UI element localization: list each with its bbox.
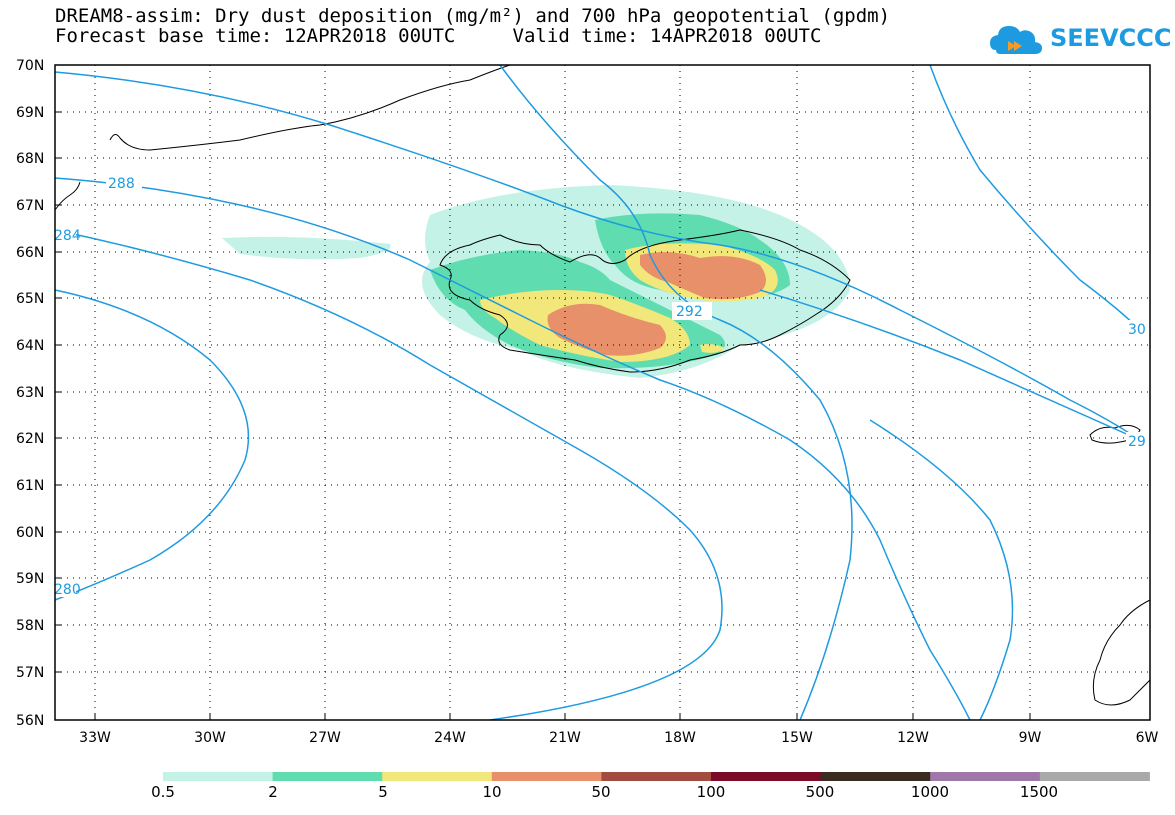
contour-line-280 bbox=[54, 289, 250, 601]
contour-labels: 288 284 292 280 30 29 bbox=[52, 174, 1148, 598]
lat-label: 64N bbox=[16, 338, 44, 354]
legend-colorbar bbox=[163, 772, 1150, 781]
lon-label: 9W bbox=[1019, 730, 1042, 746]
contour-line-29x-south bbox=[869, 419, 1014, 721]
legend-label: 1000 bbox=[910, 783, 950, 801]
legend-swatch bbox=[820, 772, 931, 781]
lon-label: 12W bbox=[897, 730, 929, 746]
contour-line-288-west bbox=[54, 177, 971, 721]
legend-label: 1500 bbox=[1019, 783, 1059, 801]
legend-swatch bbox=[601, 772, 712, 781]
legend-label: 100 bbox=[696, 783, 726, 801]
contour-line-30 bbox=[929, 64, 1141, 331]
legend-swatch bbox=[272, 772, 383, 781]
contour-line-284 bbox=[54, 229, 723, 721]
legend-label: 10 bbox=[482, 783, 502, 801]
legend-swatch bbox=[382, 772, 493, 781]
axis-ticks bbox=[55, 64, 1031, 720]
legend-label: 2 bbox=[268, 783, 278, 801]
greenland-coast bbox=[109, 64, 511, 151]
lat-label: 70N bbox=[16, 58, 44, 74]
lat-label: 67N bbox=[16, 198, 44, 214]
seevccc-cloud-logo-icon bbox=[990, 26, 1042, 54]
contour-label-288: 288 bbox=[108, 176, 135, 192]
iceland-coast bbox=[439, 229, 851, 373]
lon-label: 6W bbox=[1136, 730, 1159, 746]
contour-label-280: 280 bbox=[54, 582, 81, 598]
lon-label: 15W bbox=[781, 730, 813, 746]
lat-label: 57N bbox=[16, 665, 44, 681]
legend-label: 50 bbox=[591, 783, 611, 801]
faroe-islands bbox=[1089, 424, 1141, 444]
legend-swatch bbox=[491, 772, 602, 781]
lat-label: 62N bbox=[16, 431, 44, 447]
lon-label: 21W bbox=[549, 730, 581, 746]
legend-label: 5 bbox=[378, 783, 388, 801]
lon-label: 24W bbox=[434, 730, 466, 746]
lat-label: 68N bbox=[16, 151, 44, 167]
legend-swatch bbox=[1039, 772, 1150, 781]
lon-label: 27W bbox=[309, 730, 341, 746]
legend-swatch bbox=[711, 772, 822, 781]
lat-label: 69N bbox=[16, 105, 44, 121]
geopotential-contours bbox=[54, 64, 1141, 721]
legend-swatch bbox=[930, 772, 1041, 781]
lat-label: 56N bbox=[16, 713, 44, 729]
logo-text: SEEVCCC bbox=[1050, 24, 1172, 52]
scotland-coast bbox=[1092, 599, 1151, 706]
contour-label-284: 284 bbox=[54, 228, 81, 244]
contour-label-30: 30 bbox=[1128, 322, 1146, 338]
lon-label: 33W bbox=[79, 730, 111, 746]
chart-title: DREAM8-assim: Dry dust deposition (mg/m²… bbox=[55, 5, 891, 27]
contour-line-288 bbox=[54, 71, 1141, 441]
contour-line-29x-east bbox=[759, 289, 1141, 441]
lat-label: 59N bbox=[16, 571, 44, 587]
contour-label-29: 29 bbox=[1128, 434, 1146, 450]
lat-label: 66N bbox=[16, 245, 44, 261]
legend-label: 500 bbox=[805, 783, 835, 801]
lat-label: 61N bbox=[16, 478, 44, 494]
lat-label: 63N bbox=[16, 385, 44, 401]
latitude-labels: 70N 69N 68N 67N 66N 65N 64N 63N 62N 61N … bbox=[16, 58, 44, 729]
longitude-labels: 33W 30W 27W 24W 21W 18W 15W 12W 9W 6W bbox=[79, 730, 1158, 746]
lon-label: 18W bbox=[664, 730, 696, 746]
contour-label-292: 292 bbox=[676, 304, 703, 320]
lat-label: 60N bbox=[16, 525, 44, 541]
lat-label: 58N bbox=[16, 618, 44, 634]
legend-swatch bbox=[163, 772, 274, 781]
contour-line-292 bbox=[499, 64, 853, 721]
chart-subtitle: Forecast base time: 12APR2018 00UTC Vali… bbox=[55, 25, 822, 47]
lat-label: 65N bbox=[16, 291, 44, 307]
dust-level-10 bbox=[547, 252, 766, 356]
legend-label: 0.5 bbox=[151, 783, 175, 801]
lon-label: 30W bbox=[194, 730, 226, 746]
